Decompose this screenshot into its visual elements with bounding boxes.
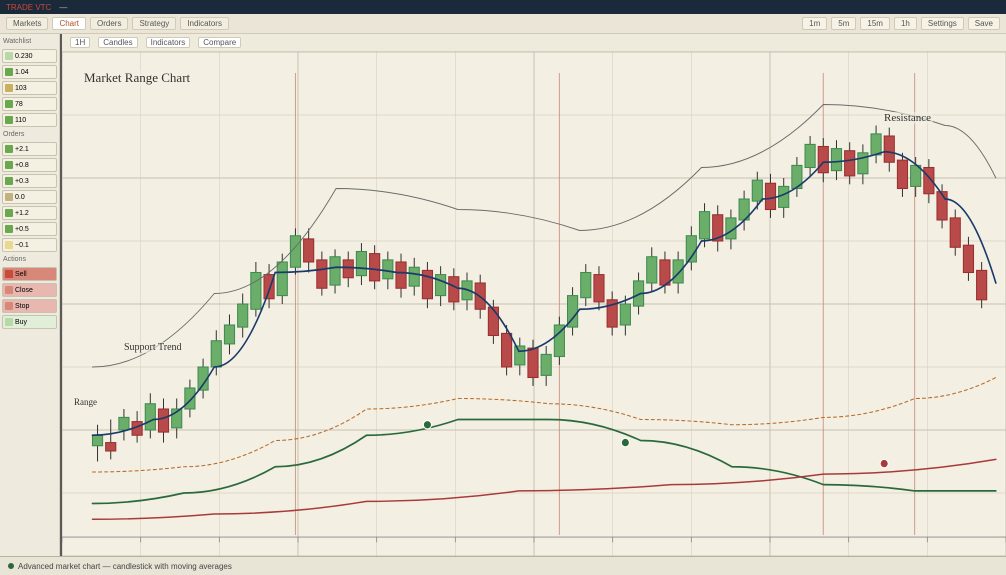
toolbar-btn-save[interactable]: Save <box>968 17 1000 30</box>
sidebar-item[interactable]: 110 <box>2 113 57 127</box>
sidebar-header: Watchlist <box>2 36 57 47</box>
sidebar-item-label: −0.1 <box>15 242 29 249</box>
main-toolbar: Markets Chart Orders Strategy Indicators 1m 5… <box>0 14 1006 34</box>
sidebar-item-label: Buy <box>15 319 27 326</box>
toolbar-btn-settings[interactable]: Settings <box>921 17 964 30</box>
sidebar-item-label: 0.0 <box>15 194 25 201</box>
swatch-icon <box>5 52 13 60</box>
sidebar-item[interactable]: Sell <box>2 267 57 281</box>
toolbar-tab-markets[interactable]: Markets <box>6 17 48 30</box>
toolbar-tab-orders[interactable]: Orders <box>90 17 128 30</box>
sidebar-item[interactable]: 78 <box>2 97 57 111</box>
chart-ctl-candles[interactable]: Candles <box>98 37 137 48</box>
swatch-icon <box>5 84 13 92</box>
sidebar-item-label: +2.1 <box>15 146 29 153</box>
sidebar-item-label: 1.04 <box>15 69 29 76</box>
sidebar-item-label: +1.2 <box>15 210 29 217</box>
swatch-icon <box>5 145 13 153</box>
sidebar-item[interactable]: 0.0 <box>2 190 57 204</box>
sidebar-item[interactable]: 103 <box>2 81 57 95</box>
sidebar-item[interactable]: Stop <box>2 299 57 313</box>
sidebar-item[interactable]: Buy <box>2 315 57 329</box>
sidebar-item[interactable]: +2.1 <box>2 142 57 156</box>
sidebar-header: Orders <box>2 129 57 140</box>
toolbar-tab-indicators[interactable]: Indicators <box>180 17 229 30</box>
chart-toolbar: 1H Candles Indicators Compare <box>62 34 1006 52</box>
toolbar-btn-15m[interactable]: 15m <box>860 17 890 30</box>
sidebar-item-label: 110 <box>15 117 26 124</box>
swatch-icon <box>5 225 13 233</box>
sidebar-item[interactable]: +0.5 <box>2 222 57 236</box>
swatch-icon <box>5 302 13 310</box>
sidebar-item[interactable]: Close <box>2 283 57 297</box>
toolbar-tabs: Markets Chart Orders Strategy Indicators <box>6 17 229 30</box>
sidebar-item[interactable]: +1.2 <box>2 206 57 220</box>
sidebar-item[interactable]: 0.230 <box>2 49 57 63</box>
candlestick-chart[interactable]: Market Range ChartResistanceSupport Tren… <box>62 52 1006 556</box>
swatch-icon <box>5 161 13 169</box>
titlebar-app-name: TRADE VTC <box>6 3 51 12</box>
swatch-icon <box>5 209 13 217</box>
chart-panel: 1H Candles Indicators Compare Market Range … <box>60 34 1006 556</box>
swatch-icon <box>5 318 13 326</box>
swatch-icon <box>5 177 13 185</box>
swatch-icon <box>5 68 13 76</box>
swatch-icon <box>5 270 13 278</box>
chart-ctl-indicators[interactable]: Indicators <box>146 37 191 48</box>
toolbar-btn-5m[interactable]: 5m <box>831 17 856 30</box>
sidebar-item-label: Close <box>15 287 33 294</box>
sidebar-item[interactable]: +0.3 <box>2 174 57 188</box>
toolbar-tab-strategy[interactable]: Strategy <box>132 17 176 30</box>
sidebar-item-label: 0.230 <box>15 53 33 60</box>
sidebar-item[interactable]: 1.04 <box>2 65 57 79</box>
sidebar-item-label: Stop <box>15 303 29 310</box>
chart-ctl-1h[interactable]: 1H <box>70 37 90 48</box>
toolbar-right: 1m 5m 15m 1h Settings Save <box>802 17 1000 30</box>
toolbar-btn-1h[interactable]: 1h <box>894 17 917 30</box>
sidebar-item-label: Sell <box>15 271 27 278</box>
main-area: Watchlist 0.230 1.04 103 78 110 Orders +2.1 +0.8… <box>0 34 1006 556</box>
sidebar: Watchlist 0.230 1.04 103 78 110 Orders +2.1 +0.8… <box>0 34 60 556</box>
status-bar: Advanced market chart — candlestick with… <box>0 556 1006 575</box>
toolbar-tab-chart[interactable]: Chart <box>52 17 86 30</box>
sidebar-item[interactable]: −0.1 <box>2 238 57 252</box>
status-dot-icon <box>8 563 14 569</box>
sidebar-header: Actions <box>2 254 57 265</box>
window-titlebar: TRADE VTC — <box>0 0 1006 14</box>
chart-ctl-compare[interactable]: Compare <box>198 37 241 48</box>
sidebar-item-label: +0.3 <box>15 178 29 185</box>
sidebar-item-label: 103 <box>15 85 27 92</box>
swatch-icon <box>5 193 13 201</box>
sidebar-item-label: +0.8 <box>15 162 29 169</box>
sidebar-item-label: +0.5 <box>15 226 29 233</box>
toolbar-btn-1m[interactable]: 1m <box>802 17 827 30</box>
swatch-icon <box>5 286 13 294</box>
sidebar-item-label: 78 <box>15 101 23 108</box>
status-text: Advanced market chart — candlestick with… <box>18 562 232 571</box>
sidebar-item[interactable]: +0.8 <box>2 158 57 172</box>
swatch-icon <box>5 100 13 108</box>
swatch-icon <box>5 116 13 124</box>
swatch-icon <box>5 241 13 249</box>
titlebar-sub: — <box>59 3 67 12</box>
